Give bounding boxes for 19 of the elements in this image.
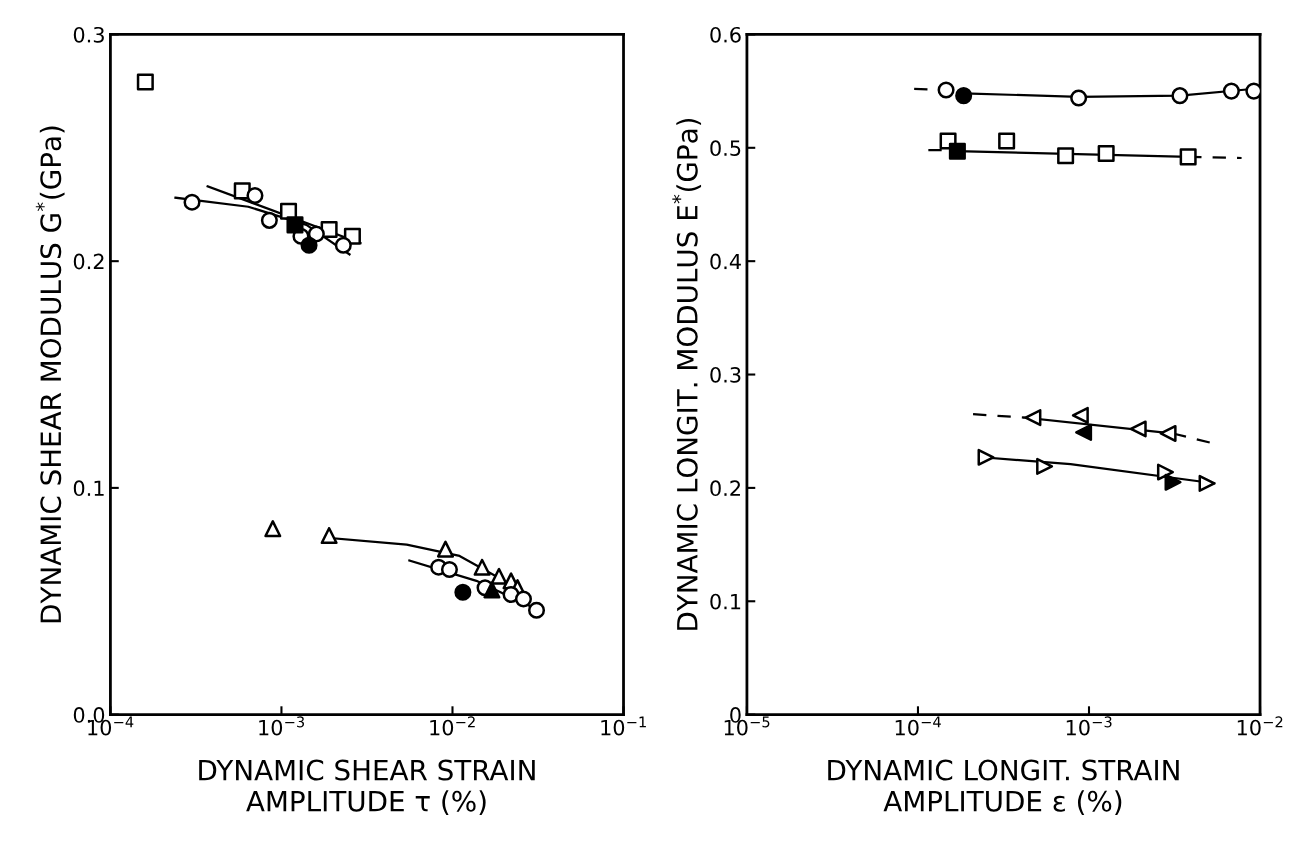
x-tick-label: 10$^{−3}$ xyxy=(259,716,305,736)
y-tick-label: 0.2 xyxy=(73,253,104,270)
x-tick-label: 10$^{−2}$ xyxy=(430,716,475,736)
y-tick-label: 0.5 xyxy=(710,140,741,157)
y-tick-label: 0.1 xyxy=(710,593,741,610)
y-axis-title: DYNAMIC SHEAR MODULUS G$^{*}$(GPa) xyxy=(35,126,65,623)
y-tick-label: 0.6 xyxy=(710,26,741,43)
x-axis-title: DYNAMIC SHEAR STRAIN AMPLITUDE τ (%) xyxy=(199,759,535,815)
x-tick-label: 10$^{−1}$ xyxy=(601,716,646,736)
x-tick-label: 10$^{−3}$ xyxy=(1066,716,1112,736)
y-tick-label: 0.4 xyxy=(710,253,741,270)
y-tick-label: 0.1 xyxy=(73,480,104,497)
x-tick-label: 10$^{−2}$ xyxy=(1237,716,1283,736)
x-axis-title: DYNAMIC LONGIT. STRAIN AMPLITUDE ε (%) xyxy=(828,759,1179,815)
x-tick-label: 10$^{−4}$ xyxy=(895,716,941,736)
y-tick-label: 0.3 xyxy=(710,366,741,383)
y-axis-title: DYNAMIC LONGIT. MODULUS E$^{*}$(GPa) xyxy=(672,118,702,630)
y-tick-label: 0.3 xyxy=(73,26,104,43)
y-tick-label: 0.2 xyxy=(710,480,740,497)
